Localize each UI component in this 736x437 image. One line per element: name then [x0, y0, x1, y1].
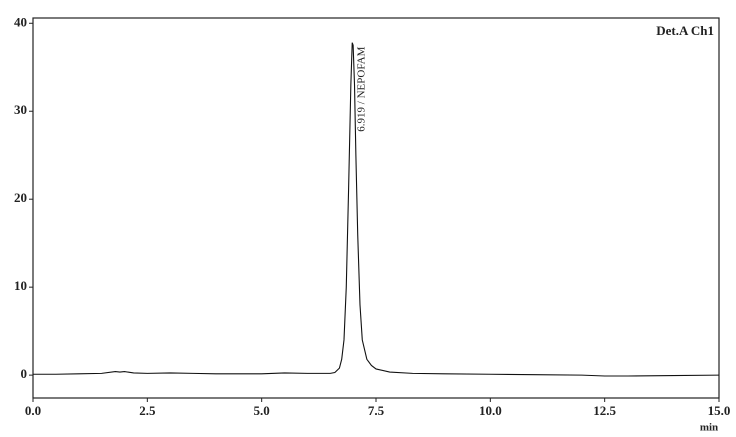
- x-tick-label: 15.0: [708, 403, 731, 418]
- x-tick-label: 12.5: [593, 403, 616, 418]
- y-tick-label: 30: [14, 102, 27, 117]
- x-tick-label: 2.5: [139, 403, 156, 418]
- y-tick-label: 20: [14, 190, 27, 205]
- peak-annotation: 6.919 / NEPOFAM: [356, 46, 368, 131]
- x-tick-label: 7.5: [368, 403, 385, 418]
- x-tick-label: 5.0: [254, 403, 270, 418]
- y-tick-label: 0: [21, 366, 28, 381]
- legend-label: Det.A Ch1: [656, 23, 714, 38]
- x-tick-label: 10.0: [479, 403, 502, 418]
- x-axis-label: min: [700, 422, 718, 434]
- y-tick-label: 10: [14, 278, 27, 293]
- chromatogram-line: [33, 42, 720, 377]
- plot-frame: [32, 17, 720, 399]
- y-tick-label: 40: [14, 14, 27, 29]
- x-tick-label: 0.0: [25, 403, 41, 418]
